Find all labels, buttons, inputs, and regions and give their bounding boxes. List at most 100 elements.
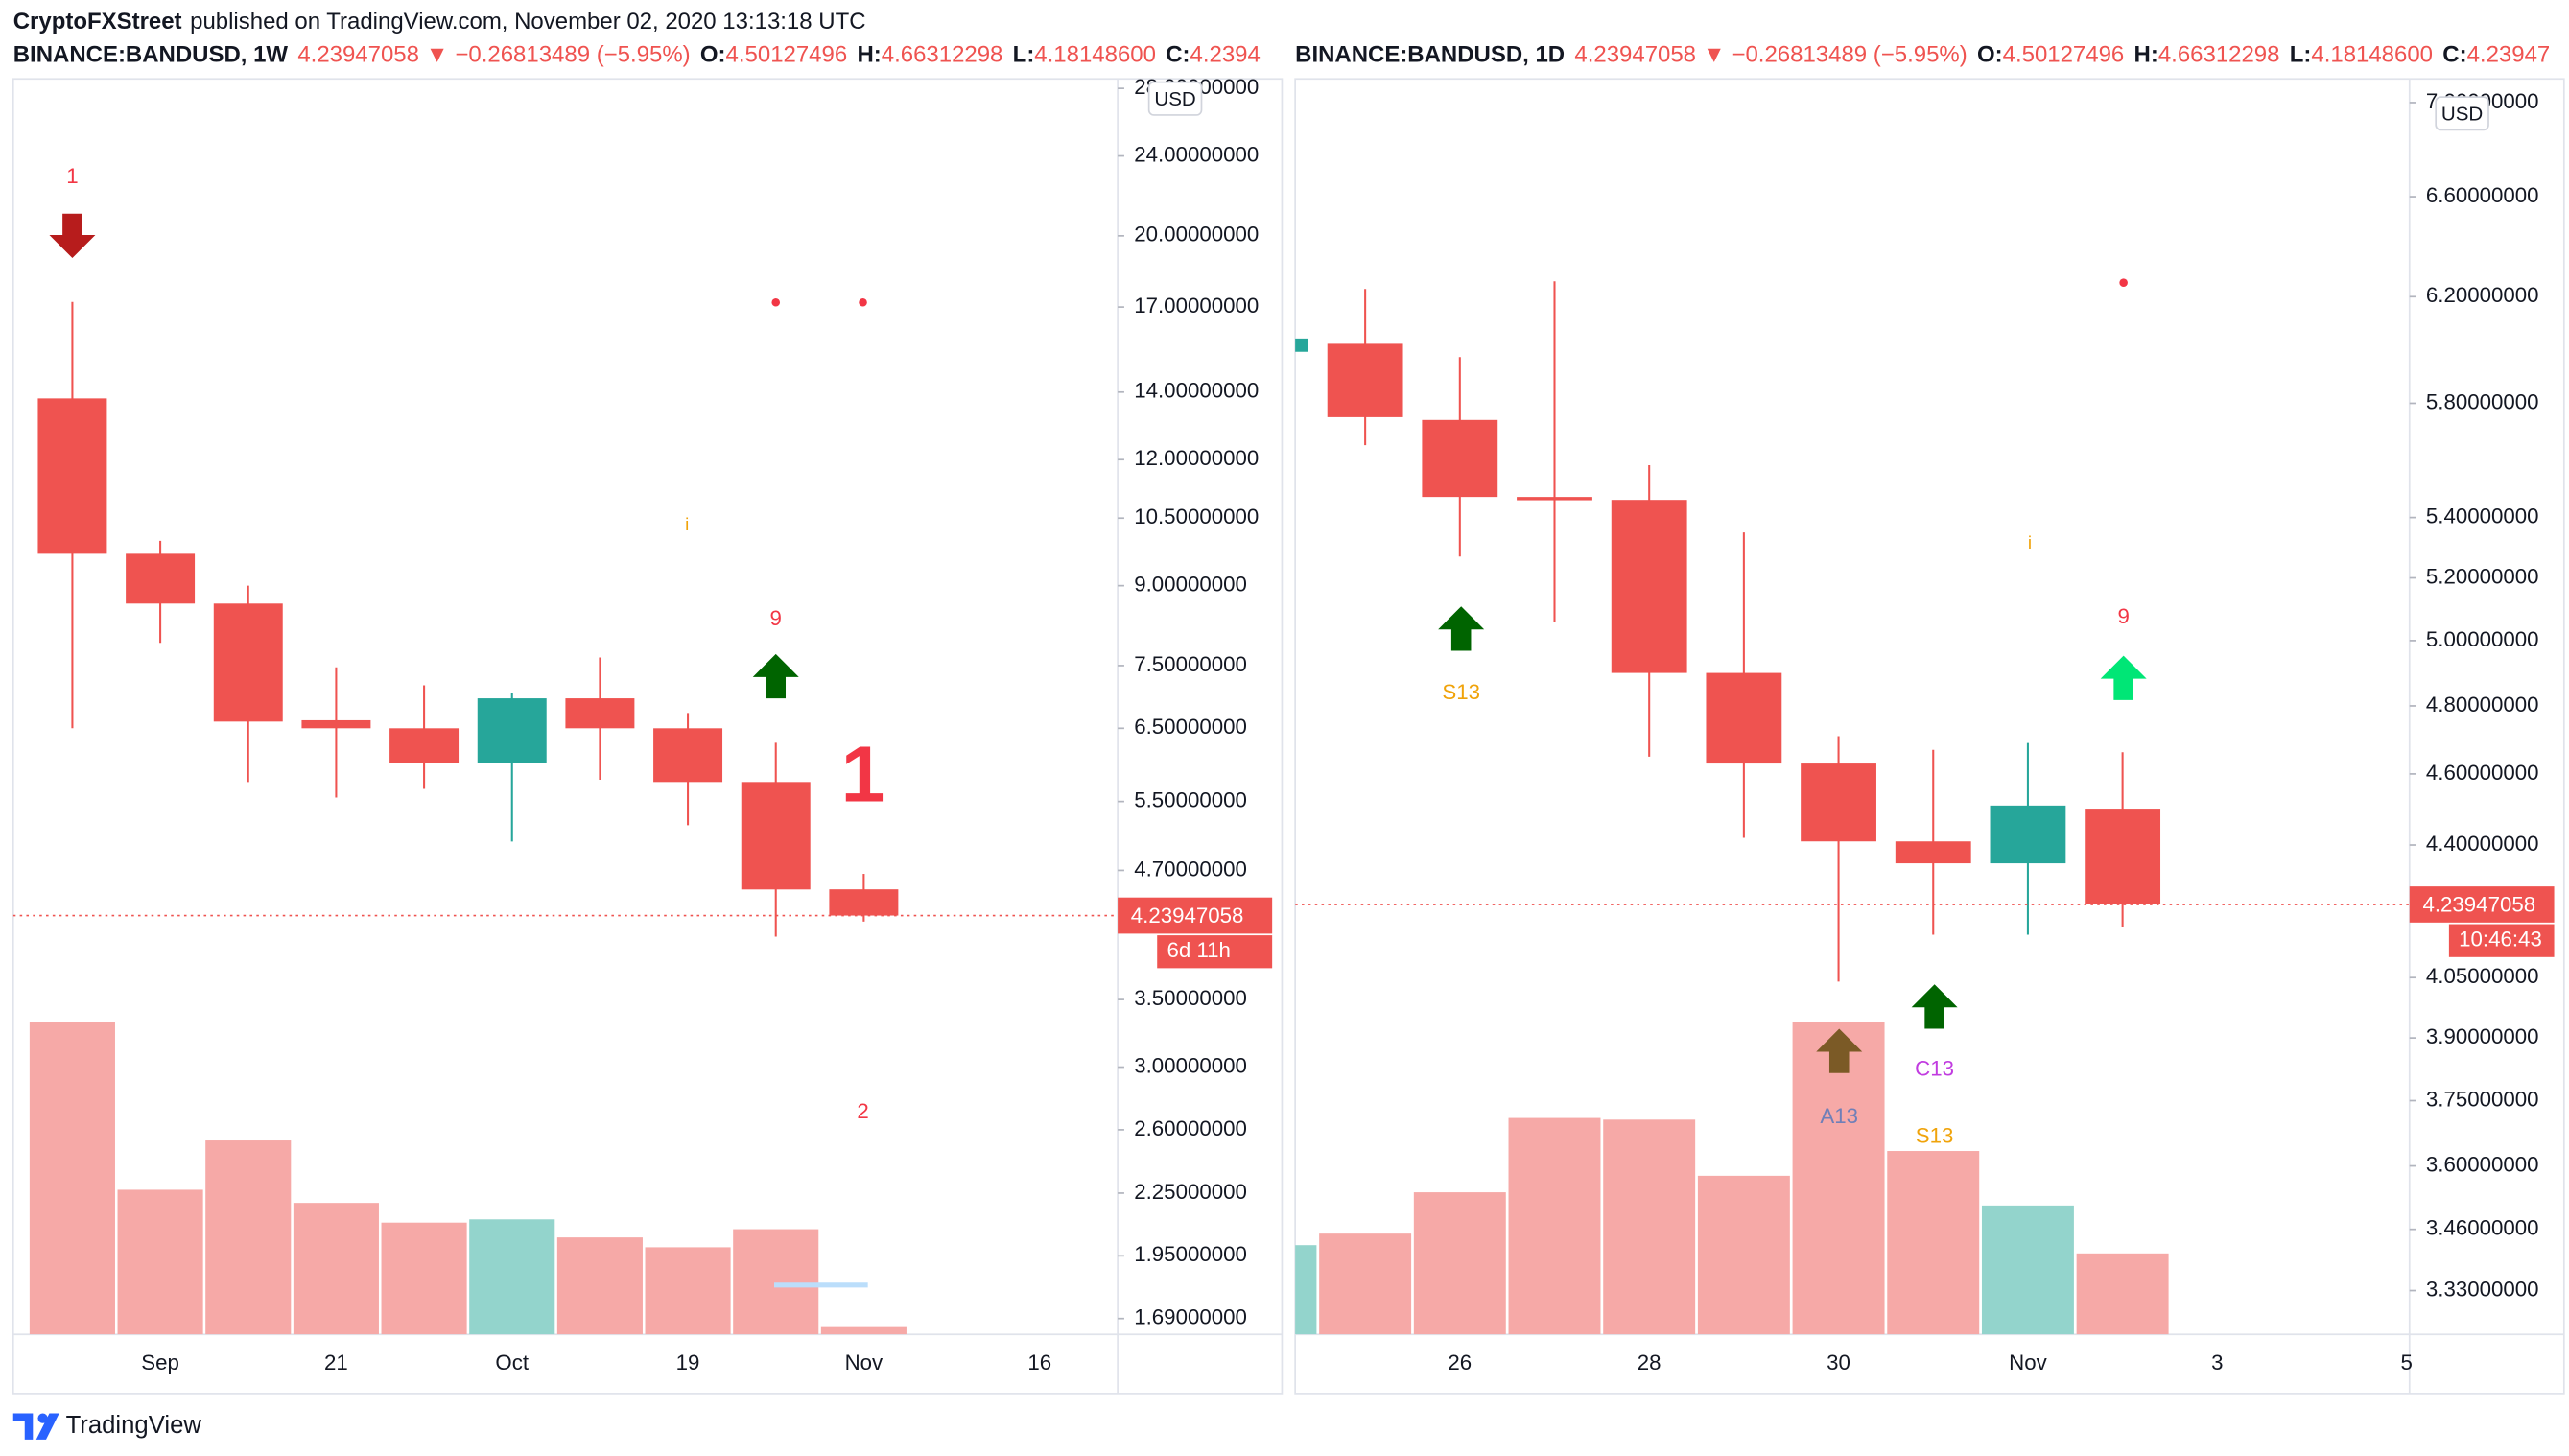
legend-label: L: (1013, 42, 1035, 68)
chart-legend: BINANCE:BANDUSD, 1D 4.23947058 ▼ −0.2681348… (1295, 42, 2550, 68)
plot: S13 i 9 A13 C13 S13 (1295, 278, 2410, 1335)
volume-bar (2076, 1253, 2169, 1335)
y-tick-label: 20.00000000 (1134, 223, 1259, 247)
candle-body (213, 603, 283, 722)
pane-frame (12, 78, 1284, 1395)
x-tick-label: 19 (676, 1350, 700, 1374)
chart-title: BINANCE:BANDUSD, 1W (13, 42, 289, 68)
legend-label: C: (1166, 42, 1190, 68)
y-tick-label: 6.50000000 (1134, 715, 1247, 739)
x-tick-label: Sep (141, 1350, 179, 1374)
signal-arrow (2100, 655, 2147, 700)
volume-bar (1603, 1119, 1696, 1335)
y-tick-label: 1.69000000 (1134, 1305, 1247, 1329)
y-tick-label: 7.50000000 (1134, 652, 1247, 676)
signal-label: i (2028, 532, 2032, 552)
signal-arrow (1816, 1028, 1863, 1073)
candle-body (1895, 841, 1971, 864)
volume-bar (1792, 1022, 1885, 1335)
y-tick-label: 3.75000000 (2426, 1087, 2539, 1111)
x-tick-label: Oct (495, 1350, 529, 1374)
volume-bar (1319, 1233, 1412, 1335)
y-tick-label: 5.40000000 (2426, 504, 2539, 528)
y-tick-label: 10.50000000 (1134, 505, 1259, 528)
y-tick-label: 5.50000000 (1134, 788, 1247, 812)
volume-bar (293, 1203, 379, 1335)
x-tick-label: 28 (1638, 1350, 1662, 1374)
signal-label: 1 (66, 164, 78, 188)
volume-bar (556, 1237, 643, 1335)
candle-body (37, 398, 107, 554)
volume-bar (381, 1222, 467, 1335)
volume-bar (205, 1140, 292, 1335)
candle-body (1611, 500, 1687, 673)
currency-badge (2435, 96, 2489, 131)
signal-label: 2 (857, 1099, 868, 1123)
countdown-tag (1157, 935, 1273, 969)
legend-label: O: (700, 42, 726, 68)
y-tick-label: 5.20000000 (2426, 564, 2539, 588)
volume-bar (1295, 1245, 1317, 1335)
pane-frame (1294, 78, 2565, 1395)
candle-body (1990, 805, 2066, 864)
legend-value: 4.2394 (1190, 42, 1261, 68)
signal-dot (859, 297, 867, 307)
signal-arrow (1911, 984, 1958, 1029)
currency: USD (2441, 103, 2483, 125)
change: −0.26813489 (−5.95%) (455, 42, 690, 68)
candle-body (126, 553, 196, 604)
candle-body (1517, 497, 1592, 501)
x-tick-label: Nov (2009, 1350, 2047, 1374)
y-tick-label: 1.95000000 (1134, 1242, 1247, 1266)
signal-label: C13 (1915, 1056, 1954, 1080)
candle-body (741, 782, 811, 890)
y-tick-label: 3.60000000 (2426, 1152, 2539, 1176)
y-tick-label: 12.00000000 (1134, 446, 1259, 470)
volume-bar (1697, 1175, 1790, 1335)
x-tick-label: 26 (1448, 1350, 1472, 1374)
signal-label: 9 (770, 606, 782, 630)
y-tick-label: 4.70000000 (1134, 857, 1247, 881)
volume-bar (29, 1022, 115, 1335)
y-tick-label: 4.40000000 (2426, 832, 2539, 856)
volume-bar (820, 1326, 907, 1335)
legend-value: 4.66312298 (2158, 42, 2280, 68)
signal-arrow (1438, 606, 1485, 651)
volume-bar (117, 1189, 203, 1335)
candle-body (1706, 672, 1782, 764)
change: −0.26813489 (−5.95%) (1732, 42, 1967, 68)
footer-brand: TradingView (66, 1412, 202, 1439)
y-tick-label: 17.00000000 (1134, 294, 1259, 317)
y-tick-label: 4.05000000 (2426, 964, 2539, 988)
chart-legend: BINANCE:BANDUSD, 1W 4.23947058 ▼ −0.2681348… (13, 42, 1261, 68)
signal-label: A13 (1820, 1104, 1858, 1128)
y-tick-label: 4.60000000 (2426, 761, 2539, 785)
volume-bar (1508, 1117, 1601, 1335)
legend-value: 4.66312298 (882, 42, 1003, 68)
y-tick-label: 3.00000000 (1134, 1053, 1247, 1077)
legend-label: H: (857, 42, 881, 68)
candle-body (389, 728, 460, 763)
change-arrow: ▼ (426, 42, 449, 68)
signal-arrow (49, 213, 96, 258)
y-tick-label: 3.90000000 (2426, 1024, 2539, 1048)
candle-body (2085, 809, 2161, 904)
currency-badge (1147, 81, 1203, 116)
countdown-tag (2448, 924, 2555, 957)
x-tick-label: 16 (1027, 1350, 1051, 1374)
publisher: CryptoFXStreet (13, 9, 182, 35)
legend-label: H: (2134, 42, 2158, 68)
volume-bar (1981, 1205, 2074, 1335)
volume-bar (469, 1219, 555, 1335)
x-tick-label: 21 (324, 1350, 348, 1374)
volume-bar (733, 1229, 819, 1335)
candle-body (1801, 763, 1876, 842)
volume-bar (1413, 1192, 1506, 1335)
candle-body (565, 698, 635, 729)
legend-value: 4.23947 (2467, 42, 2551, 68)
volume-bar (645, 1247, 731, 1335)
chart-title: BINANCE:BANDUSD, 1D (1295, 42, 1565, 68)
price-tag-label: 4.23947058 (2422, 893, 2535, 917)
